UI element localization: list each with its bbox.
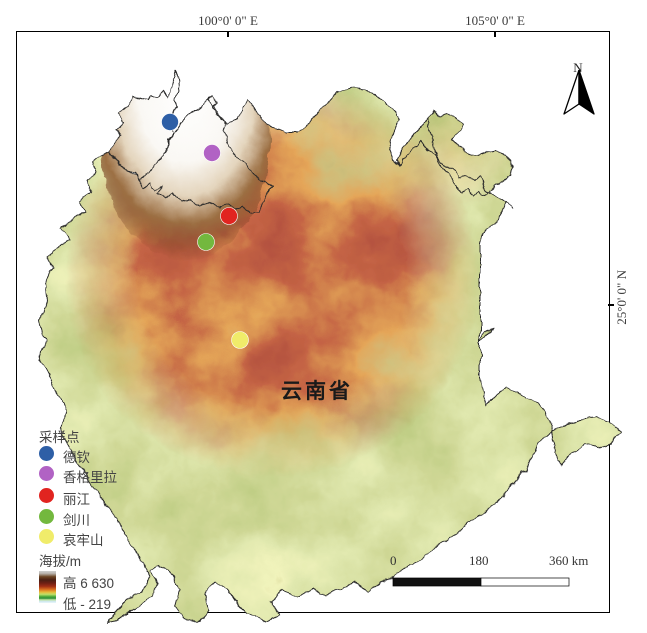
svg-text:0: 0 [390, 553, 397, 568]
svg-text:180: 180 [469, 553, 489, 568]
svg-text:360 km: 360 km [549, 553, 588, 568]
svg-text:云南省: 云南省 [281, 379, 353, 403]
